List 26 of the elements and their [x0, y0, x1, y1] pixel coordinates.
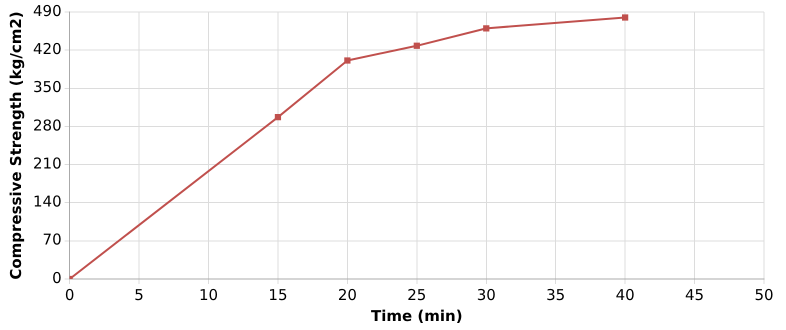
x-tick-label: 35 — [546, 286, 566, 304]
point — [274, 114, 282, 120]
y-tick-label: 140 — [32, 192, 62, 211]
point — [622, 14, 628, 21]
y-axis-title: Compressive Strength (kg/cm2) — [6, 11, 25, 280]
x-axis-title: Time (min) — [371, 306, 463, 325]
x-tick-label: 30 — [476, 286, 496, 304]
x-tick-label: 40 — [616, 286, 635, 304]
x-tick-label: 10 — [198, 286, 218, 304]
x-tick-label: 15 — [268, 286, 288, 304]
y-tick-label: 280 — [32, 116, 62, 134]
y-tick-label: 210 — [32, 154, 62, 172]
y-tick-label: 70 — [42, 230, 62, 249]
point — [414, 42, 420, 49]
y-tick-label: 0 — [52, 268, 62, 287]
x-tick-label: 25 — [407, 286, 426, 304]
x-tick-label: 5 — [134, 286, 144, 304]
y-tick-label: 420 — [32, 40, 62, 58]
point — [344, 57, 350, 64]
point — [483, 25, 490, 32]
y-tick-label: 490 — [32, 2, 62, 20]
x-tick-label: 50 — [754, 286, 774, 304]
x-tick-label: 0 — [64, 286, 74, 304]
x-tick-label: 20 — [338, 286, 357, 304]
y-tick-label: 350 — [32, 78, 62, 96]
x-tick-label: 45 — [685, 286, 704, 304]
